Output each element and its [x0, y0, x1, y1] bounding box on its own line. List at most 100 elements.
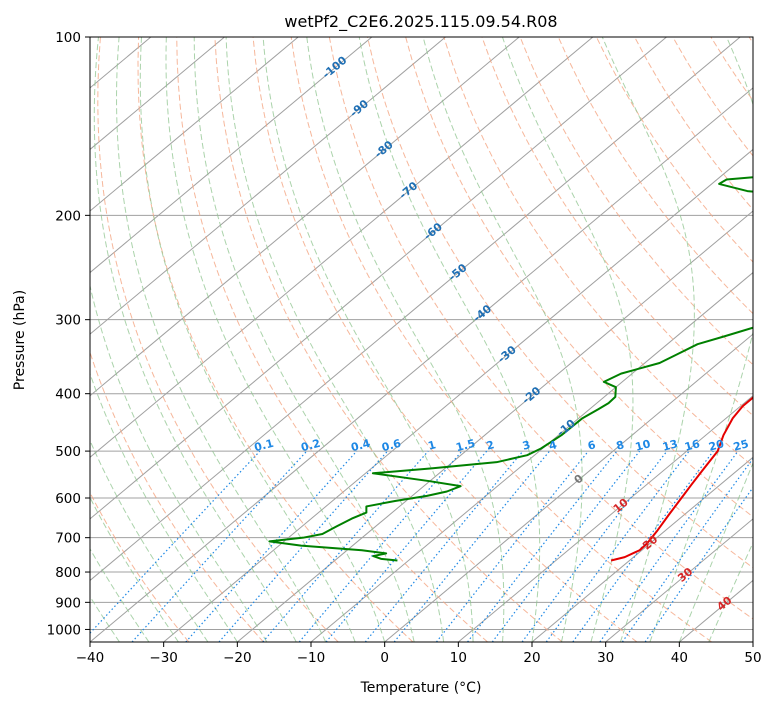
mixing-ratio-label: 6: [586, 438, 597, 453]
temperature-profile-line: [610, 396, 753, 562]
y-tick-label: 700: [55, 531, 81, 547]
moist-adiabat: [678, 461, 753, 642]
isotherm-line: [679, 579, 753, 642]
moist-adiabat: [601, 37, 695, 642]
mixing-ratio-label: 2: [485, 438, 496, 453]
data-lines: [268, 176, 753, 562]
dry-adiabat: [176, 37, 488, 642]
y-tick-label: 900: [55, 595, 81, 611]
dry-adiabat: [97, 37, 339, 642]
isotherm-line: [90, 37, 667, 520]
y-tick-label: 800: [55, 565, 81, 581]
dry-adiabat: [672, 37, 753, 157]
isotherm-line: [163, 148, 753, 642]
isotherm-line: [605, 518, 753, 642]
x-tick-label: 0: [380, 650, 389, 666]
moist-adiabat: [90, 439, 209, 642]
moist-adiabat: [90, 283, 268, 642]
isotherm-line: [237, 210, 753, 642]
y-tick-label: 500: [55, 444, 81, 460]
x-tick-label: 10: [450, 650, 467, 666]
mixing-ratio-line: [435, 450, 589, 642]
x-tick-label: −20: [223, 650, 252, 666]
isotherm-line: [90, 87, 753, 642]
y-axis-label: Pressure (hPa): [12, 290, 28, 390]
y-axis: 100 200 300 400 500 600 700 800 900 1000: [47, 30, 90, 638]
mixing-ratio-label: 10: [634, 437, 652, 454]
y-tick-label: 100: [55, 30, 81, 46]
dry-adiabat: [90, 491, 190, 642]
dry-adiabat: [443, 37, 753, 467]
x-tick-label: −30: [149, 650, 178, 666]
moist-adiabat: [90, 595, 120, 642]
mixing-ratio-label: 8: [615, 438, 626, 453]
mixing-ratio-line: [572, 450, 714, 642]
dry-adiabat: [710, 37, 753, 102]
y-tick-label: 400: [55, 387, 81, 403]
mixing-ratio-line: [364, 450, 524, 642]
mixing-ratio-label: 0.2: [300, 437, 322, 455]
mixing-ratio-line: [218, 450, 389, 642]
mixing-ratio-label: 0.1: [253, 437, 275, 455]
mixing-ratio-label: 1: [426, 438, 437, 453]
isotherm-line: [90, 37, 446, 335]
x-tick-label: 20: [523, 650, 540, 666]
moist-adiabat: [422, 37, 583, 642]
dry-adiabat: [252, 37, 638, 642]
y-tick-label: 1000: [47, 622, 81, 638]
mixing-ratio-label: 30: [752, 437, 770, 454]
mixing-ratio-label: 20: [707, 437, 725, 454]
moist-adiabat: [501, 37, 634, 642]
isotherm-line: [90, 37, 373, 274]
mixing-ratio-line: [90, 450, 261, 635]
moist-adiabat: [225, 37, 445, 642]
mixing-ratio-label: 16: [683, 437, 701, 454]
moist-adiabat: [306, 37, 505, 642]
mixing-ratio-label: 1.5: [454, 437, 476, 455]
moist-adiabat: [139, 37, 356, 642]
dry-adiabat: [137, 37, 414, 642]
isotherm-line: [90, 37, 594, 458]
mixing-ratio-line: [545, 450, 690, 642]
mixing-ratio-line: [325, 450, 488, 642]
dry-adiabat: [290, 37, 713, 642]
mixing-ratio-label: 0.4: [349, 437, 372, 455]
moist-adiabat: [116, 37, 327, 642]
moist-adiabat: [90, 496, 179, 642]
isotherm-line: [90, 37, 225, 151]
dewpoint-profile-line: [268, 176, 753, 562]
x-tick-label: 50: [744, 650, 761, 666]
y-tick-label: 200: [55, 208, 81, 224]
mixing-ratio-line: [599, 450, 739, 642]
chart-title: wetPf2_C2E6.2025.115.09.54.R08: [284, 12, 557, 32]
mixing-ratio-line: [185, 450, 358, 642]
dry-adiabat: [90, 350, 264, 642]
mixing-ratio-line: [521, 450, 668, 642]
moist-adiabat: [649, 37, 753, 642]
moist-adiabat: [90, 372, 238, 642]
dry-adiabat: [367, 37, 753, 569]
x-tick-label: −10: [297, 650, 326, 666]
x-tick-label: 40: [671, 650, 688, 666]
dry-adiabat: [557, 37, 753, 315]
mixing-ratio-label: 13: [661, 437, 679, 454]
mixing-ratio-line: [621, 457, 753, 642]
isotherm-line: [384, 333, 753, 642]
dry-adiabat: [328, 37, 753, 620]
isotherm-line: [531, 456, 753, 642]
plot-frame: [89, 36, 754, 643]
mixing-ratio-label: 25: [732, 437, 750, 454]
isotherm-label: -100: [320, 53, 350, 81]
x-axis: −40 −30 −20 −10 0 10 20 30 40 50: [76, 642, 762, 666]
dry-adiabat: [405, 37, 753, 518]
moist-adiabat: [93, 37, 297, 642]
isotherm-line: [90, 37, 741, 582]
mixing-ratio-label: 3: [521, 438, 532, 453]
mixing-ratio-line: [467, 450, 618, 642]
moist-adiabat: [708, 541, 753, 642]
isotherm-line: [90, 37, 520, 397]
mixing-ratio-line: [491, 450, 641, 642]
moist-adiabat: [165, 37, 386, 642]
y-tick-label: 300: [55, 313, 81, 329]
